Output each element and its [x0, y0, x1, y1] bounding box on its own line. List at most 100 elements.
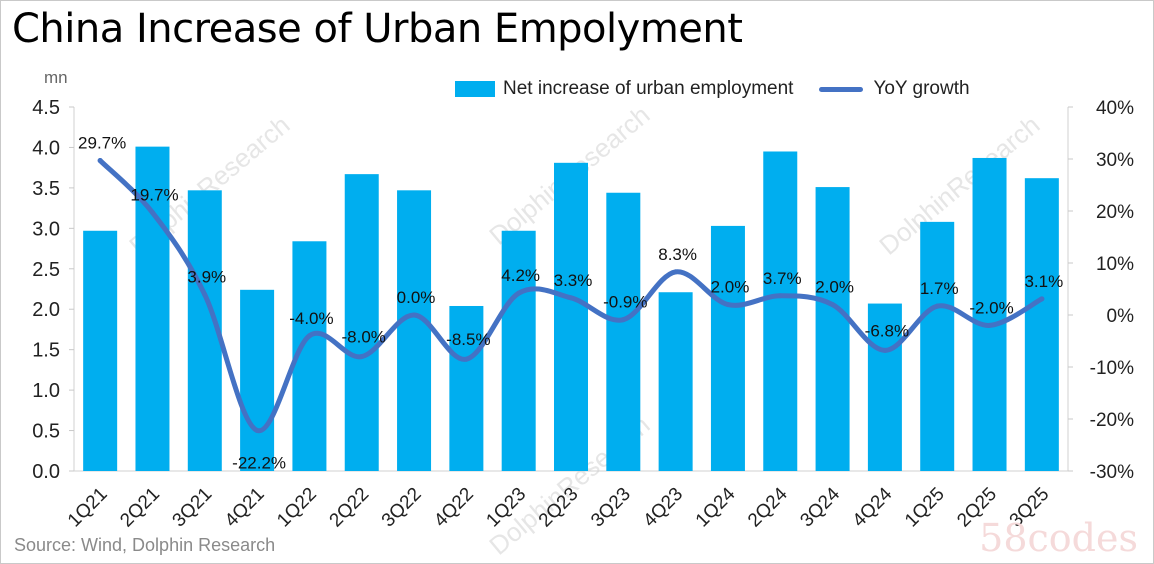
legend: Net increase of urban employment YoY gro… [455, 78, 970, 100]
x-tick-label: 3Q21 [169, 484, 217, 532]
bar [710, 225, 745, 471]
yoy-point [516, 290, 522, 296]
chart-title: China Increase of Urban Empolyment [12, 6, 743, 52]
left-tick-label: 1.0 [32, 380, 60, 402]
yoy-data-label: 2.0% [711, 278, 750, 297]
legend-bar-label: Net increase of urban employment [503, 78, 794, 99]
yoy-data-label: -2.0% [969, 298, 1013, 317]
x-tick-label: 2Q24 [744, 483, 792, 531]
x-tick-label: 3Q23 [587, 484, 635, 532]
yoy-point [359, 354, 365, 360]
yoy-data-label: 3.1% [1024, 272, 1063, 291]
yoy-point [673, 269, 679, 275]
left-tick-label: 3.0 [32, 218, 60, 240]
x-tick-label: 3Q24 [796, 483, 844, 531]
left-tick-label: 3.5 [32, 178, 60, 200]
legend-line-swatch [819, 86, 864, 92]
bar [397, 190, 432, 471]
x-tick-label: 1Q24 [692, 483, 740, 531]
yoy-data-label: -8.0% [342, 328, 386, 347]
left-tick-label: 0.0 [32, 461, 60, 483]
right-tick-label: -10% [1090, 358, 1134, 379]
yoy-data-label: 2.0% [815, 278, 854, 297]
x-tick-label: 1Q21 [64, 484, 112, 532]
x-tick-label: 4Q22 [430, 484, 478, 532]
x-tick-label: 2Q23 [535, 484, 583, 532]
bar [972, 157, 1007, 471]
bar [449, 305, 484, 471]
yoy-point [987, 322, 993, 328]
yoy-point [149, 210, 155, 216]
left-axis-unit: mn [44, 68, 68, 87]
yoy-data-label: 0.0% [397, 288, 436, 307]
yoy-point [1039, 296, 1045, 302]
yoy-growth-line [97, 158, 1045, 433]
x-tick-label: 1Q22 [273, 484, 321, 532]
yoy-point [882, 347, 888, 353]
yoy-point [725, 302, 731, 308]
yoy-data-label: 19.7% [130, 186, 178, 205]
bar [344, 174, 379, 472]
yoy-point [620, 317, 626, 323]
right-tick-label: -20% [1090, 410, 1134, 431]
yoy-data-label: 3.3% [554, 271, 593, 290]
yoy-point [411, 312, 417, 318]
x-tick-label: 2Q22 [326, 484, 374, 532]
x-tick-label: 4Q24 [849, 483, 897, 531]
yoy-data-label: -8.5% [446, 330, 490, 349]
x-tick-label: 4Q23 [639, 484, 687, 532]
left-tick-label: 4.0 [32, 137, 60, 159]
yoy-data-label: -0.9% [603, 293, 647, 312]
left-tick-label: 1.5 [32, 340, 60, 362]
x-tick-label: 1Q23 [483, 484, 531, 532]
source-note: Source: Wind, Dolphin Research [14, 535, 276, 555]
yoy-point [777, 293, 783, 299]
bar [815, 187, 850, 471]
right-tick-label: 0% [1107, 306, 1135, 327]
legend-bar-swatch [455, 81, 495, 97]
legend-line-label: YoY growth [873, 78, 970, 99]
left-tick-label: 4.5 [32, 97, 60, 119]
x-tick-label: 1Q25 [901, 484, 949, 532]
yoy-point [202, 292, 208, 298]
yoy-data-label: 1.7% [920, 279, 959, 298]
yoy-data-label: 3.9% [187, 268, 226, 287]
bar [83, 230, 118, 471]
yoy-point [306, 333, 312, 339]
right-tick-label: 20% [1096, 202, 1134, 223]
left-tick-label: 2.0 [32, 299, 60, 321]
yoy-data-label: -6.8% [865, 321, 909, 340]
bar [920, 221, 955, 471]
bar [658, 292, 693, 471]
bar [867, 303, 902, 471]
left-tick-label: 0.5 [32, 421, 60, 443]
bar [1024, 178, 1059, 471]
yoy-point [568, 295, 574, 301]
left-tick-label: 2.5 [32, 259, 60, 281]
yoy-point [934, 303, 940, 309]
x-tick-label: 2Q21 [116, 484, 164, 532]
bar [240, 289, 275, 471]
right-tick-label: 10% [1096, 254, 1134, 275]
x-tick-label: 3Q22 [378, 484, 426, 532]
yoy-point [463, 356, 469, 362]
x-tick-label: 4Q21 [221, 484, 269, 532]
right-tick-label: 40% [1096, 98, 1134, 119]
bar [763, 151, 798, 471]
yoy-point [254, 427, 260, 433]
right-tick-label: 30% [1096, 150, 1134, 171]
yoy-point [97, 158, 103, 164]
yoy-data-label: 4.2% [501, 266, 540, 285]
yoy-point [830, 302, 836, 308]
yoy-data-label: -4.0% [289, 309, 333, 328]
yoy-data-label: -22.2% [232, 453, 286, 472]
right-tick-label: -30% [1090, 462, 1134, 483]
yoy-data-label: 8.3% [658, 245, 697, 264]
bar [606, 192, 641, 471]
yoy-data-label: 3.7% [763, 269, 802, 288]
yoy-data-label: 29.7% [78, 134, 126, 153]
corner-stamp: 58codes [979, 516, 1138, 560]
bar [501, 230, 536, 471]
bar [554, 162, 588, 471]
